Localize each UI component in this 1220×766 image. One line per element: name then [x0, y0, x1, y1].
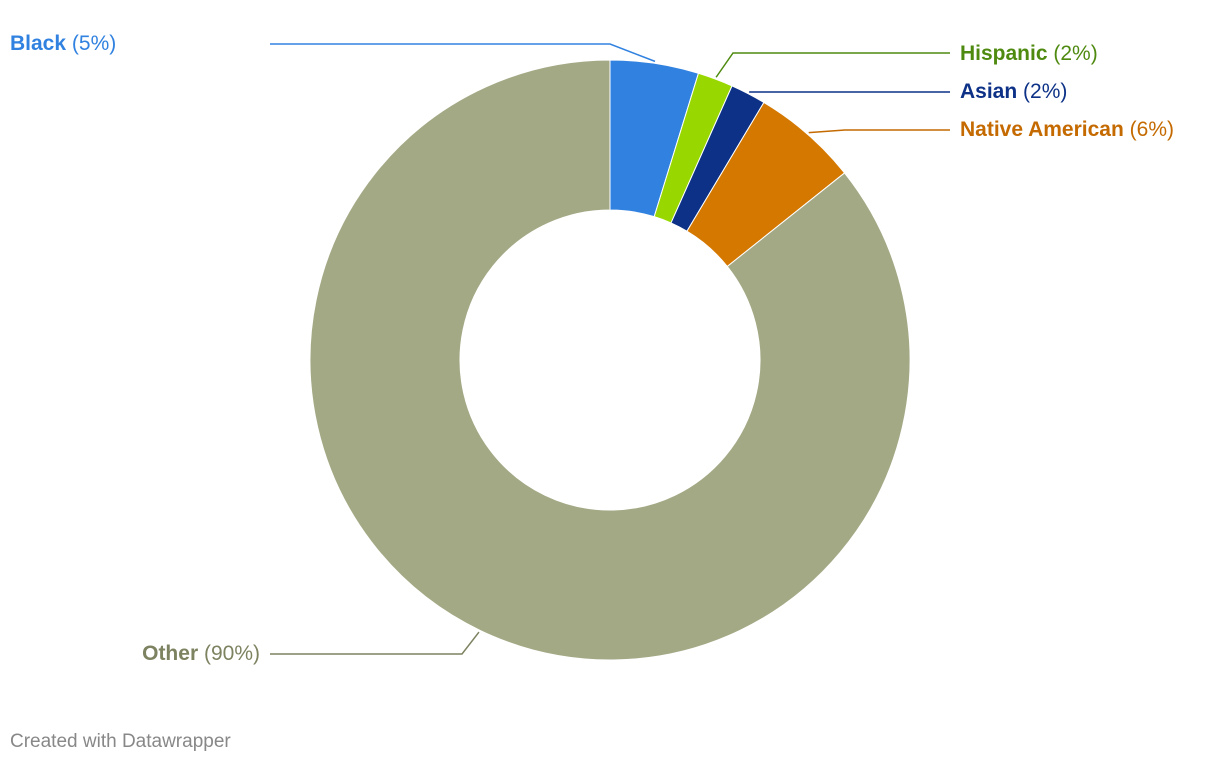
- slice-label-value: (90%): [204, 642, 260, 665]
- slice-label-name: Other: [142, 642, 198, 665]
- donut-slice: [309, 59, 911, 661]
- slice-label-value: (2%): [1023, 80, 1067, 103]
- slice-label-value: (2%): [1053, 42, 1097, 65]
- slice-label-name: Asian: [960, 80, 1017, 103]
- slice-label: Hispanic (2%): [960, 42, 1098, 65]
- slice-label: Native American (6%): [960, 118, 1174, 141]
- slice-label-value: (5%): [72, 32, 116, 55]
- slice-label-name: Hispanic: [960, 42, 1048, 65]
- leader-line: [808, 129, 950, 134]
- leader-line: [270, 631, 480, 655]
- leader-line: [270, 43, 656, 63]
- slice-label: Asian (2%): [960, 80, 1067, 103]
- slice-label: Other (90%): [142, 642, 260, 665]
- slice-label-name: Native American: [960, 118, 1124, 141]
- slice-label: Black (5%): [10, 32, 116, 55]
- credit: Created with Datawrapper: [10, 731, 231, 752]
- leader-line: [715, 52, 950, 78]
- slice-label-value: (6%): [1130, 118, 1174, 141]
- slice-label-name: Black: [10, 32, 66, 55]
